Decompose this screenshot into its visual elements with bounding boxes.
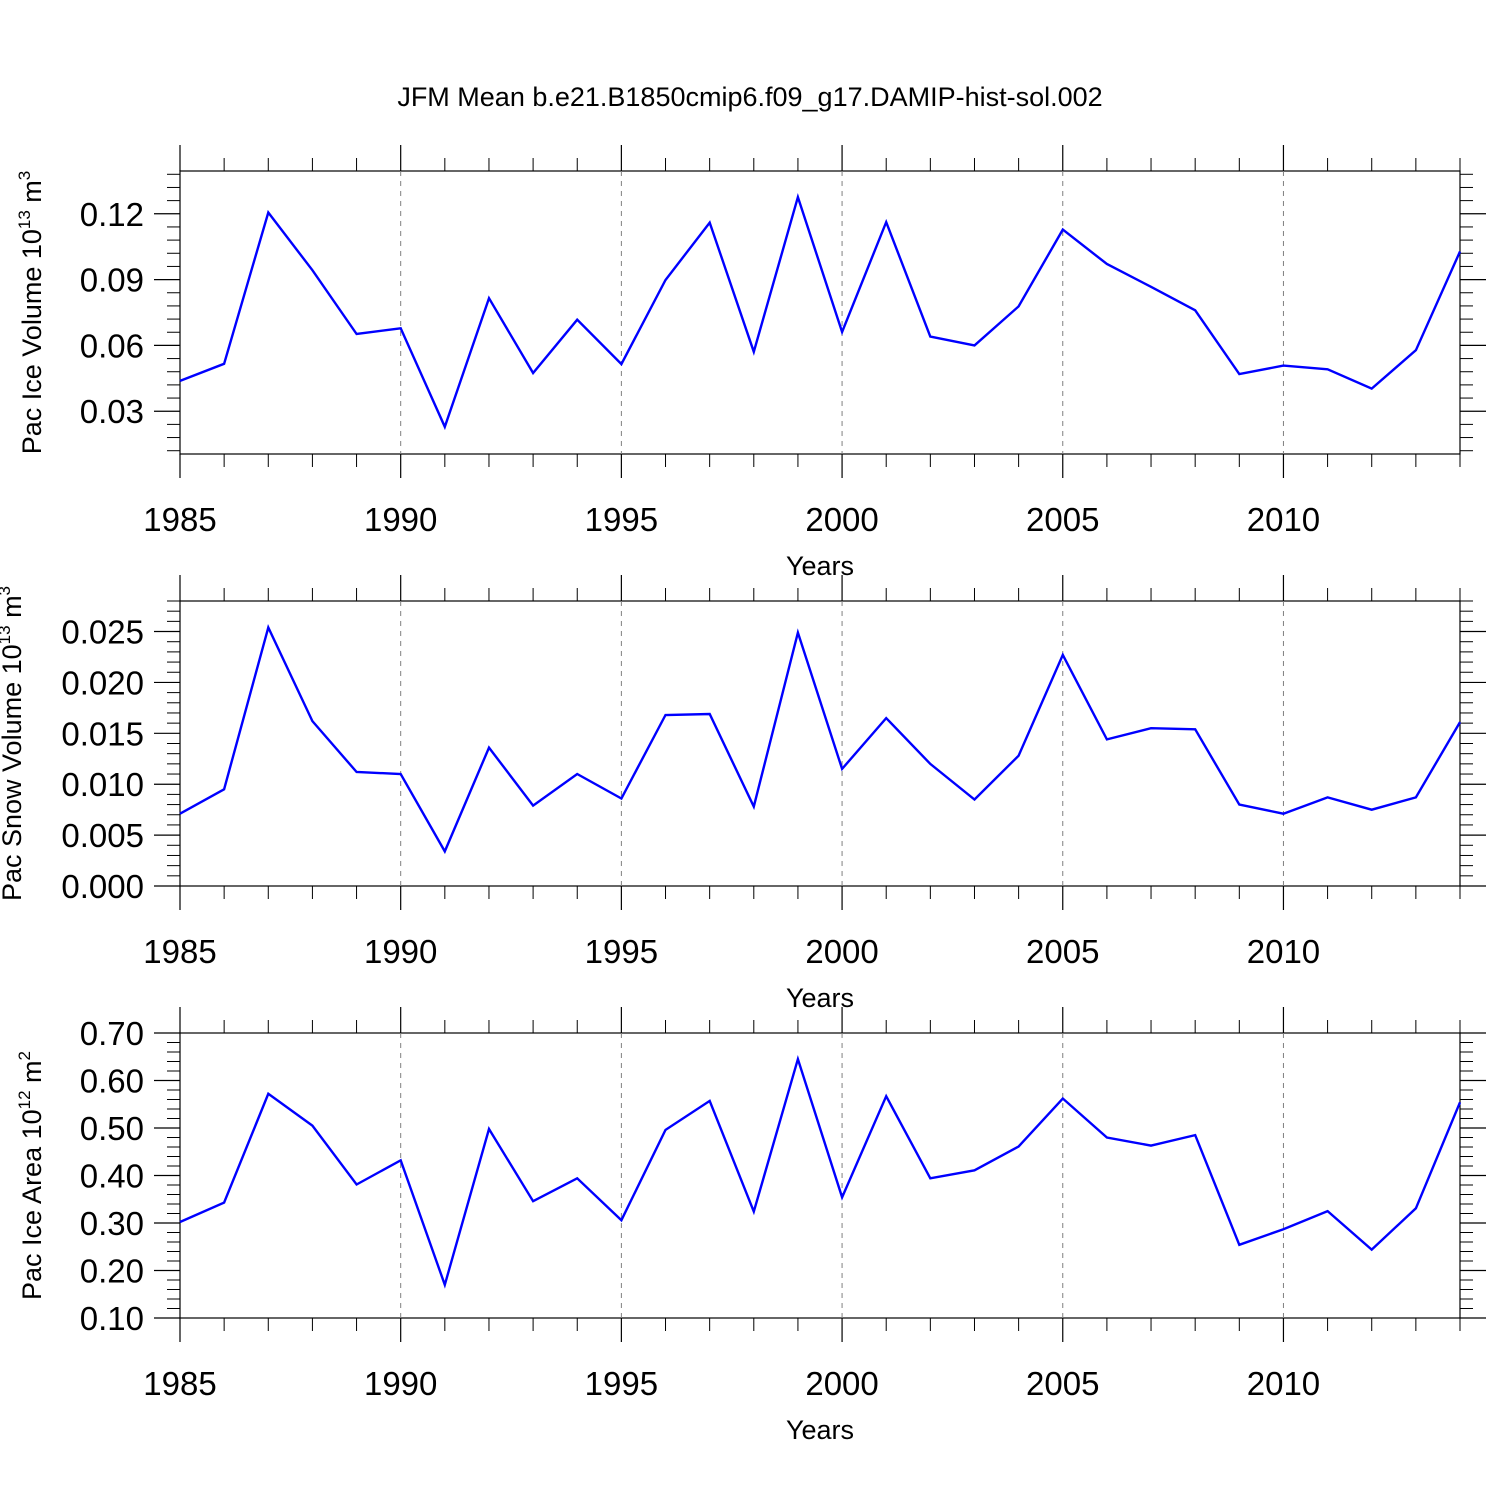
y-tick-label: 0.40	[80, 1158, 144, 1195]
plot-frame	[179, 170, 1461, 455]
y-tick-label: 0.010	[61, 766, 144, 803]
x-tick-label: 1990	[364, 501, 437, 538]
y-tick-label: 0.20	[80, 1253, 144, 1290]
y-axis-title: Pac Ice Area 1012 m2	[15, 1051, 47, 1300]
x-tick-label: 1985	[143, 933, 216, 970]
x-tick-label: 2005	[1026, 933, 1099, 970]
x-tick-label: 2000	[805, 1365, 878, 1402]
x-tick-label: 1990	[364, 933, 437, 970]
x-tick-label: 2010	[1247, 933, 1320, 970]
series-line	[179, 1054, 1462, 1289]
x-tick-label: 1985	[143, 501, 216, 538]
x-tick-label: 1995	[585, 1365, 658, 1402]
y-tick-label: 0.03	[80, 393, 144, 430]
series-line	[179, 193, 1462, 431]
y-tick-label: 0.020	[61, 664, 144, 701]
y-tick-label: 0.10	[80, 1300, 144, 1337]
y-tick-label: 0.025	[61, 614, 144, 651]
y-tick-label: 0.005	[61, 817, 144, 854]
y-tick-label: 0.12	[80, 196, 144, 233]
y-axis-title: Pac Ice Volume 1013 m3	[15, 171, 47, 455]
y-tick-label: 0.06	[80, 327, 144, 364]
x-tick-label: 2005	[1026, 501, 1099, 538]
x-tick-label: 2010	[1247, 501, 1320, 538]
x-tick-label: 1990	[364, 1365, 437, 1402]
x-tick-label: 1995	[585, 933, 658, 970]
x-axis-title: Years	[786, 551, 854, 581]
panels: 0.03 0.06 0.09 0.12 1985 1990 1995 2000 2005 2010…	[0, 145, 1486, 1445]
x-tick-label: 1985	[143, 1365, 216, 1402]
y-tick-label: 0.50	[80, 1110, 144, 1147]
y-tick-label: 0.30	[80, 1205, 144, 1242]
x-axis-title: Years	[786, 1415, 854, 1445]
panel-3: 0.10 0.20 0.30 0.40 0.50 0.60 0.70 1985 1990 1995…	[15, 1007, 1486, 1445]
series-line	[179, 624, 1462, 855]
y-tick-label: 0.70	[80, 1015, 144, 1052]
x-tick-label: 2000	[805, 501, 878, 538]
x-tick-label: 2005	[1026, 1365, 1099, 1402]
panel-1: 0.03 0.06 0.09 0.12 1985 1990 1995 2000 2005 2010…	[15, 145, 1486, 581]
y-tick-label: 0.60	[80, 1063, 144, 1100]
x-tick-label: 2010	[1247, 1365, 1320, 1402]
y-axis-title: Pac Snow Volume 1013 m3	[0, 586, 27, 901]
y-tick-label: 0.000	[61, 868, 144, 905]
figure-title: JFM Mean b.e21.B1850cmip6.f09_g17.DAMIP-…	[397, 82, 1102, 112]
panel-2: 0.000 0.005 0.010 0.015 0.020 0.025 1985 1990 19…	[0, 575, 1486, 1013]
x-axis-title: Years	[786, 983, 854, 1013]
y-tick-label: 0.09	[80, 262, 144, 299]
x-tick-label: 1995	[585, 501, 658, 538]
x-tick-label: 2000	[805, 933, 878, 970]
y-tick-label: 0.015	[61, 715, 144, 752]
